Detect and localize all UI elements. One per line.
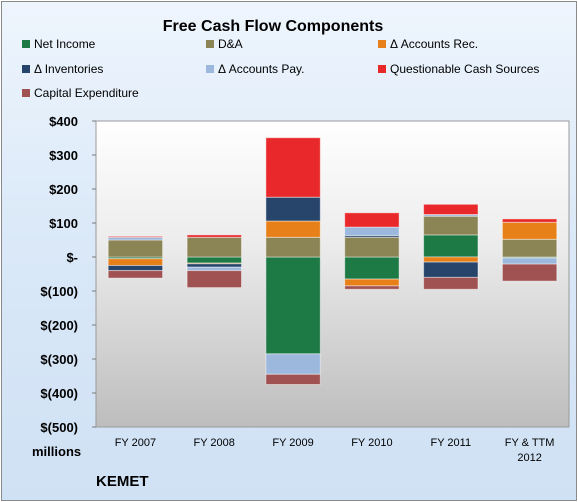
legend-label-d-a: D&A bbox=[218, 37, 243, 51]
y-tick-label: $(100) bbox=[40, 284, 78, 299]
x-tick-label: FY 2007 bbox=[115, 437, 156, 449]
y-axis: $400 $300 $200 $100 $- $(100) $(200) $(300) $(40… bbox=[40, 114, 96, 435]
legend-label-capital-expenditure: Capital Expenditure bbox=[34, 86, 139, 100]
bar-segment-questionable-cash-sources bbox=[501, 218, 558, 223]
bar-segment-accounts-rec bbox=[265, 220, 321, 238]
bar-segment-d-a bbox=[501, 238, 558, 258]
bar-segment-accounts-rec bbox=[107, 258, 164, 267]
bar-segment-net-income bbox=[344, 256, 400, 280]
bars bbox=[107, 137, 558, 385]
legend-swatch-accounts-pay bbox=[206, 65, 214, 73]
bar-segment-d-a bbox=[107, 239, 164, 258]
bar-group-fy-2007 bbox=[107, 235, 164, 279]
legend-label-accounts-rec: Δ Accounts Rec. bbox=[390, 37, 478, 51]
y-tick-label: $(400) bbox=[40, 386, 78, 401]
bar-segment-d-a bbox=[186, 236, 243, 258]
bar-segment-questionable-cash-sources bbox=[265, 137, 321, 198]
bar-segment-capital-expenditure bbox=[344, 285, 400, 290]
legend-label-accounts-pay: Δ Accounts Pay. bbox=[218, 62, 305, 76]
bar-segment-questionable-cash-sources bbox=[344, 212, 400, 228]
bar-segment-inventories bbox=[265, 196, 321, 222]
legend-swatch-d-a bbox=[206, 40, 214, 48]
bar-segment-d-a bbox=[423, 215, 479, 236]
legend-label-inventories: Δ Inventories bbox=[34, 62, 103, 76]
unit-label: millions bbox=[32, 444, 81, 459]
bar-group-fy-2010 bbox=[344, 212, 400, 290]
legend-label-net-income: Net Income bbox=[34, 37, 96, 51]
bar-segment-net-income bbox=[423, 234, 479, 258]
y-tick-label: $400 bbox=[49, 114, 78, 129]
x-axis: FY 2007 FY 2008 FY 2009 FY 2010 FY 2011 FY & … bbox=[115, 437, 555, 464]
legend-swatch-net-income bbox=[22, 40, 30, 48]
y-tick-label: $(500) bbox=[40, 420, 78, 435]
x-tick-label: FY & TTM bbox=[505, 437, 555, 449]
x-tick-label: FY 2009 bbox=[272, 437, 313, 449]
legend-swatch-inventories bbox=[22, 65, 30, 73]
bar-segment-capital-expenditure bbox=[501, 263, 558, 282]
company-label: KEMET bbox=[96, 473, 149, 490]
bar-segment-questionable-cash-sources bbox=[423, 203, 479, 216]
y-tick-label: $200 bbox=[49, 182, 78, 197]
x-tick-label: 2012 bbox=[517, 452, 541, 464]
y-tick-label: $(200) bbox=[40, 318, 78, 333]
y-tick-label: $(300) bbox=[40, 352, 78, 367]
bar-segment-inventories bbox=[186, 263, 243, 268]
legend-label-questionable-cash-sources: Questionable Cash Sources bbox=[390, 62, 539, 76]
bar-group-fy-ttm-2012 bbox=[501, 218, 558, 282]
bar-segment-accounts-pay bbox=[265, 353, 321, 375]
bar-segment-capital-expenditure bbox=[423, 276, 479, 290]
bar-group-fy-2011 bbox=[423, 203, 479, 290]
legend-swatch-accounts-rec bbox=[378, 40, 386, 48]
y-tick-label: $- bbox=[66, 250, 78, 265]
bar-segment-questionable-cash-sources bbox=[186, 234, 243, 238]
plot-area bbox=[95, 120, 570, 428]
bar-segment-inventories bbox=[107, 265, 164, 272]
x-tick-label: FY 2011 bbox=[431, 437, 472, 449]
legend-swatch-capital-expenditure bbox=[22, 89, 30, 97]
bar-segment-net-income bbox=[186, 256, 243, 264]
bar-segment-net-income bbox=[265, 256, 321, 355]
bar-segment-capital-expenditure bbox=[107, 270, 164, 279]
bar-segment-d-a bbox=[344, 236, 400, 258]
bar-segment-capital-expenditure bbox=[265, 373, 321, 385]
x-tick-label: FY 2010 bbox=[351, 437, 392, 449]
bar-segment-inventories bbox=[423, 261, 479, 278]
bar-segment-accounts-pay bbox=[501, 257, 558, 265]
bar-segment-accounts-rec bbox=[344, 278, 400, 287]
legend: Net Income D&A Δ Accounts Rec. Δ Inventorie… bbox=[22, 37, 539, 100]
bar-segment-accounts-rec bbox=[501, 221, 558, 240]
y-tick-label: $300 bbox=[49, 148, 78, 163]
bar-segment-d-a bbox=[265, 236, 321, 258]
legend-swatch-questionable-cash-sources bbox=[378, 65, 386, 73]
chart-title: Free Cash Flow Components bbox=[163, 18, 384, 35]
bar-segment-capital-expenditure bbox=[186, 270, 243, 289]
bar-group-fy-2009 bbox=[265, 137, 321, 385]
bar-segment-accounts-rec bbox=[423, 256, 479, 263]
y-tick-label: $100 bbox=[49, 216, 78, 231]
bar-segment-accounts-pay bbox=[344, 226, 400, 237]
bar-segment-questionable-cash-sources bbox=[107, 235, 164, 238]
bar-group-fy-2008 bbox=[186, 234, 243, 289]
x-tick-label: FY 2008 bbox=[194, 437, 235, 449]
bar-segment-accounts-pay bbox=[186, 266, 243, 272]
